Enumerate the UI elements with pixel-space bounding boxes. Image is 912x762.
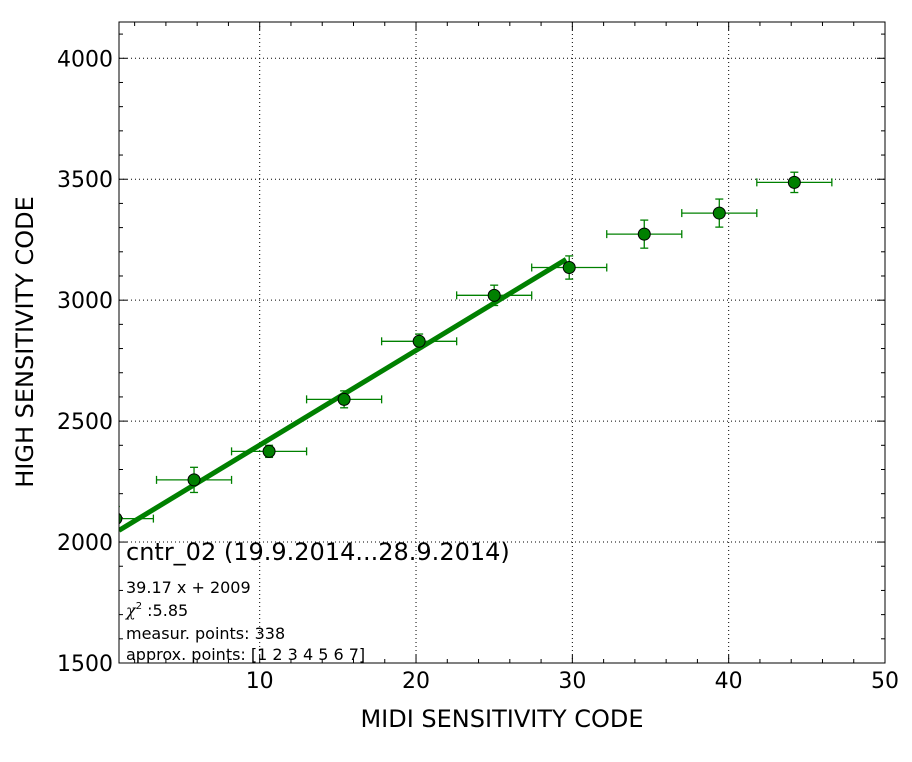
chi-value: :5.85 [142,601,188,620]
y-tick-label: 1500 [57,652,113,677]
plot-background [119,22,885,663]
x-tick-label: 20 [402,669,430,694]
tick-labels: 10 20 30 40 50 1500 2000 2500 3000 3500 4000 [57,22,899,694]
data-marker [562,261,576,275]
y-tick-label: 2000 [57,531,113,556]
annotation-approx-points: approx. points: [1 2 3 4 5 6 7] [126,645,365,664]
x-tick-label: 30 [558,669,586,694]
data-marker [119,512,123,525]
data-point [681,198,758,228]
data-point [230,444,308,459]
minor-ticks [119,22,885,663]
annotation-title: cntr_02 (19.9.2014...28.9.2014) [126,538,510,566]
data-layer [119,171,833,533]
data-marker [262,444,276,458]
plot-frame [118,21,886,664]
y-axis-label: HIGH SENSITIVITY CODE [11,196,39,488]
data-point [119,505,155,532]
chi-exponent: 2 [136,601,142,612]
data-marker [187,473,201,487]
data-marker [637,227,651,241]
x-tick-label: 50 [871,669,899,694]
data-marker [787,175,801,189]
y-tick-label: 3000 [57,289,113,314]
data-marker [337,392,351,406]
data-point [456,284,533,307]
x-tick-label: 10 [246,669,274,694]
annotation-chi: χ2 :5.85 [125,601,188,620]
annotation-box: cntr_02 (19.9.2014...28.9.2014) 39.17 x … [125,538,510,664]
chi-symbol: χ [125,601,137,620]
data-point [380,333,458,350]
data-point [606,219,683,249]
data-marker [712,206,726,220]
data-marker [412,334,426,348]
data-point [155,466,233,494]
annotation-measur-points: measur. points: 338 [126,624,285,643]
data-point [756,171,833,194]
x-axis-label: MIDI SENSITIVITY CODE [360,705,643,733]
data-point [305,390,383,409]
y-tick-label: 3500 [57,168,113,193]
y-tick-label: 2500 [57,410,113,435]
annotation-equation: 39.17 x + 2009 [126,578,251,597]
y-tick-label: 4000 [57,47,113,72]
data-marker [487,288,501,302]
x-tick-label: 40 [715,669,743,694]
data-point [531,255,608,280]
